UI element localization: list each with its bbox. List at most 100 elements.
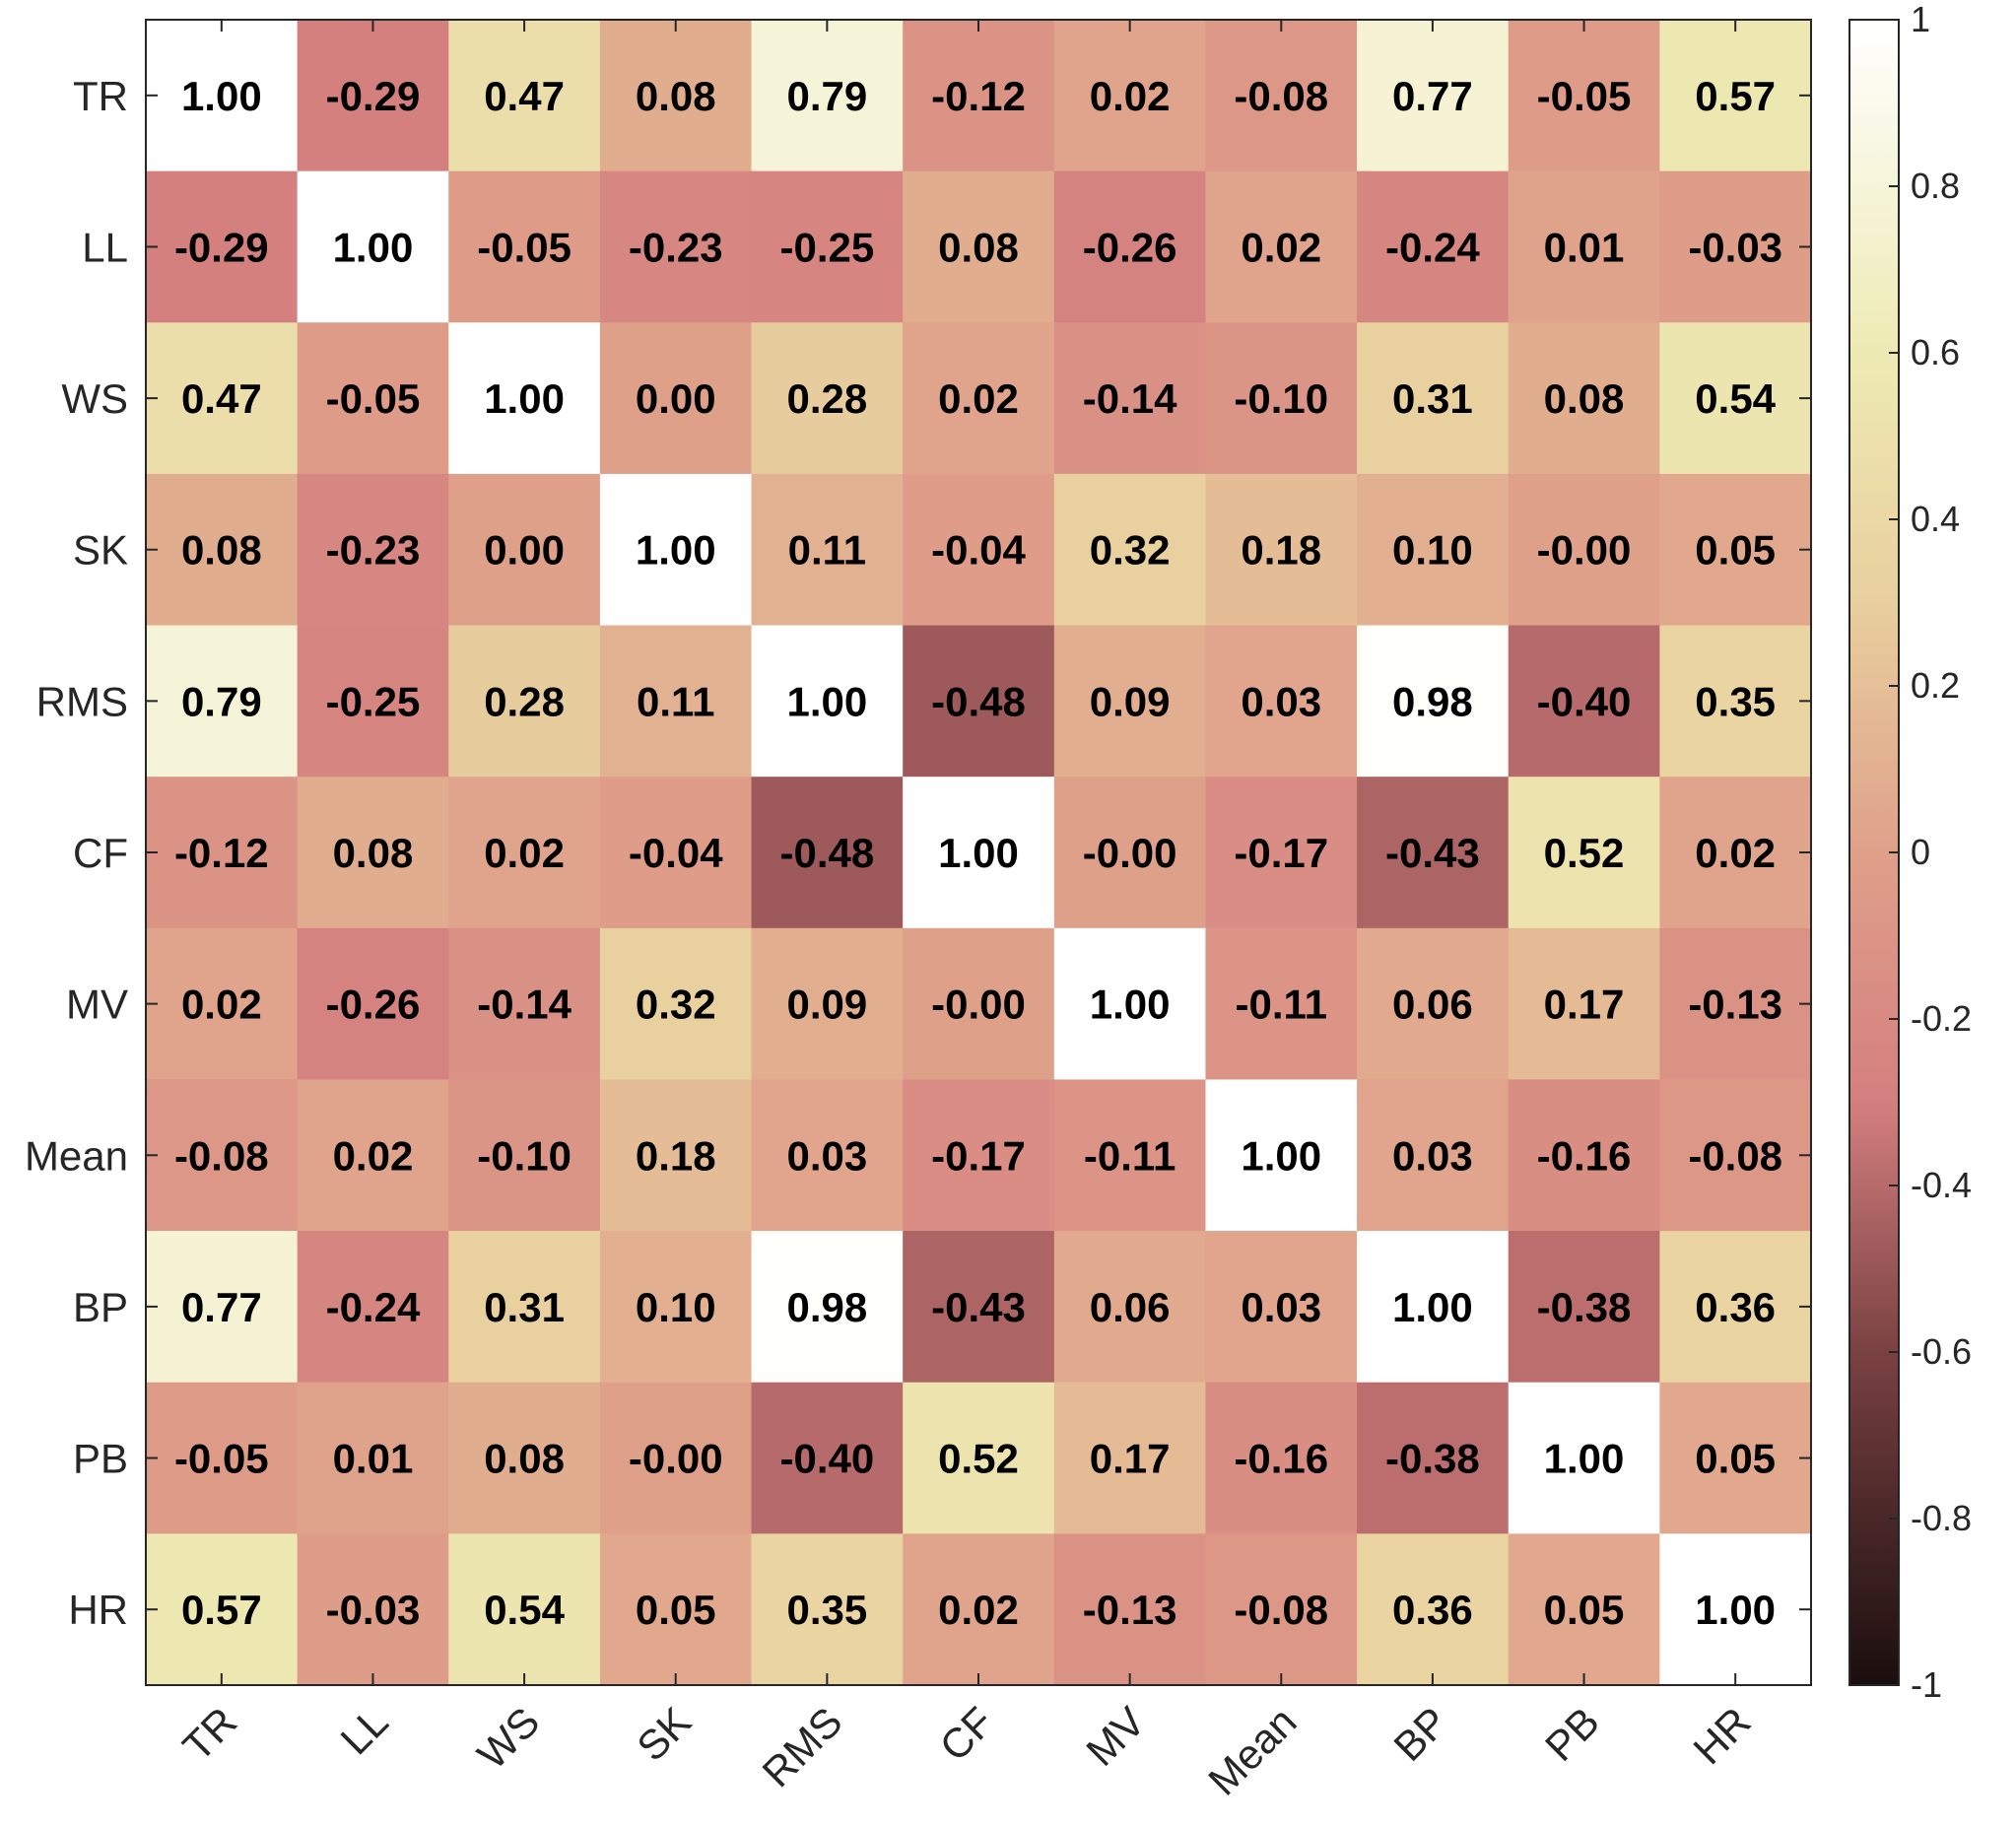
cell-value-label: 1.00	[938, 830, 1019, 876]
heatmap-cell-BP-TR	[146, 1231, 299, 1384]
x-tick-label: WS	[468, 1698, 548, 1778]
cell-value-label: 0.77	[1392, 73, 1473, 119]
y-tick-label: LL	[82, 224, 128, 270]
heatmap-cell-CF-PB	[1508, 777, 1660, 929]
cell-value-label: 0.02	[333, 1132, 414, 1179]
cell-value-label: 0.03	[1392, 1132, 1473, 1179]
cell-value-label: -0.16	[1234, 1436, 1328, 1482]
cell-value-label: 0.03	[1241, 678, 1321, 724]
colorbar-tick-label: -0.6	[1911, 1331, 1972, 1372]
heatmap-cell-WS-LL	[297, 322, 449, 475]
colorbar-tick-label: -0.4	[1911, 1165, 1972, 1205]
heatmap-cell-MV-Mean	[1205, 927, 1358, 1081]
cell-value-label: 1.00	[636, 527, 716, 574]
x-tick-label: SK	[628, 1698, 700, 1770]
colorbar-tick-label: 0.2	[1911, 665, 1960, 706]
cell-value-label: 0.79	[181, 678, 262, 724]
heatmap-cell-HR-RMS	[751, 1533, 904, 1686]
cell-value-label: 0.11	[788, 527, 866, 574]
heatmap-cell-PB-CF	[903, 1382, 1055, 1534]
heatmap-cell-SK-SK	[599, 473, 753, 627]
cell-value-label: 0.28	[786, 375, 867, 422]
heatmap-cell-RMS-BP	[1357, 625, 1510, 778]
heatmap-cell-WS-TR	[146, 322, 299, 475]
cell-value-label: 0.08	[181, 527, 262, 574]
cell-value-label: 0.35	[786, 1587, 867, 1633]
colorbar-tick-label: -0.8	[1911, 1498, 1972, 1538]
heatmap-cell-TR-TR	[146, 20, 299, 172]
cell-value-label: -0.29	[174, 224, 269, 270]
heatmap-cell-LL-RMS	[751, 170, 904, 323]
cell-value-label: -0.04	[629, 830, 723, 876]
heatmap-cell-HR-SK	[599, 1533, 753, 1686]
cell-value-label: 0.47	[484, 73, 565, 119]
cell-value-label: -0.05	[326, 375, 421, 422]
heatmap-cell-BP-PB	[1508, 1231, 1660, 1384]
cell-value-label: 0.08	[333, 830, 414, 876]
heatmap-cell-MV-SK	[599, 927, 753, 1081]
cell-value-label: -0.29	[326, 73, 421, 119]
heatmap-cell-WS-BP	[1357, 322, 1510, 475]
cell-value-label: 0.09	[1090, 678, 1171, 724]
heatmap-cell-Mean-TR	[146, 1079, 299, 1232]
heatmap-cell-SK-RMS	[751, 473, 904, 627]
heatmap-cell-CF-CF	[903, 777, 1055, 929]
cell-value-label: 0.06	[1392, 982, 1473, 1028]
heatmap-cell-RMS-RMS	[751, 625, 904, 778]
heatmap-cell-CF-Mean	[1205, 777, 1358, 929]
heatmap-cell-MV-RMS	[751, 927, 904, 1081]
heatmap-cell-SK-Mean	[1205, 473, 1358, 627]
heatmap-cell-BP-CF	[903, 1231, 1055, 1384]
heatmap-cell-PB-MV	[1053, 1382, 1207, 1534]
cell-value-label: -0.25	[779, 224, 874, 270]
y-tick-label: Mean	[25, 1132, 128, 1179]
cell-value-label: -0.14	[1083, 375, 1177, 422]
heatmap-cell-RMS-HR	[1659, 625, 1812, 778]
cell-value-label: 0.00	[484, 527, 565, 574]
heatmap-cell-WS-HR	[1659, 322, 1812, 475]
heatmap-cell-Mean-CF	[903, 1079, 1055, 1232]
y-tick-label: MV	[66, 982, 128, 1028]
x-axis-labels: TR LL WS SK RMS CF MV Mean BP PB HR	[173, 1698, 1759, 1804]
colorbar-tick-label: -0.2	[1911, 998, 1972, 1039]
heatmap-cell-SK-BP	[1357, 473, 1510, 627]
x-tick-label: BP	[1384, 1698, 1456, 1770]
heatmap-cell-WS-RMS	[751, 322, 904, 475]
y-tick-label: WS	[61, 375, 128, 422]
colorbar-tick-label: -1	[1911, 1664, 1942, 1705]
cell-value-label: 0.57	[1695, 73, 1776, 119]
cell-value-label: 1.00	[1090, 982, 1171, 1028]
heatmap-cell-CF-LL	[297, 777, 449, 929]
heatmap-cell-HR-WS	[448, 1533, 601, 1686]
heatmap-cell-Mean-LL	[297, 1079, 449, 1232]
heatmap-cell-Mean-MV	[1053, 1079, 1207, 1232]
cell-value-label: -0.25	[326, 678, 421, 724]
cell-value-label: 0.52	[1544, 830, 1625, 876]
heatmap-cell-MV-PB	[1508, 927, 1660, 1081]
cell-value-label: 0.05	[636, 1587, 716, 1633]
cell-value-label: -0.11	[1236, 982, 1327, 1028]
heatmap-cell-MV-MV	[1053, 927, 1207, 1081]
cell-value-label: 0.36	[1695, 1284, 1776, 1330]
cell-value-label: 0.31	[1392, 375, 1473, 422]
heatmap-cell-LL-MV	[1053, 170, 1207, 323]
cell-value-label: -0.16	[1537, 1132, 1632, 1179]
heatmap-cell-MV-BP	[1357, 927, 1510, 1081]
heatmap-cell-WS-CF	[903, 322, 1055, 475]
cell-value-label: 0.18	[636, 1132, 716, 1179]
heatmap-cell-WS-Mean	[1205, 322, 1358, 475]
heatmap-cell-HR-PB	[1508, 1533, 1660, 1686]
cell-value-label: 0.31	[484, 1284, 565, 1330]
heatmap-cell-MV-WS	[448, 927, 601, 1081]
heatmap-cell-labels: 1.00 -0.29 0.47 0.08 0.79 -0.12 0.02 -0.08 0.77 -…	[174, 73, 1782, 1633]
cell-value-label: 0.10	[636, 1284, 716, 1330]
cell-value-label: -0.12	[931, 73, 1026, 119]
colorbar-tick-label: 1	[1911, 0, 1930, 39]
heatmap-cell-BP-MV	[1053, 1231, 1207, 1384]
heatmap-cell-PB-TR	[146, 1382, 299, 1534]
heatmap-cell-TR-LL	[297, 20, 449, 172]
cell-value-label: -0.24	[1385, 224, 1480, 270]
cell-value-label: -0.08	[174, 1132, 269, 1179]
cell-value-label: -0.10	[477, 1132, 571, 1179]
cell-value-label: 0.00	[636, 375, 716, 422]
